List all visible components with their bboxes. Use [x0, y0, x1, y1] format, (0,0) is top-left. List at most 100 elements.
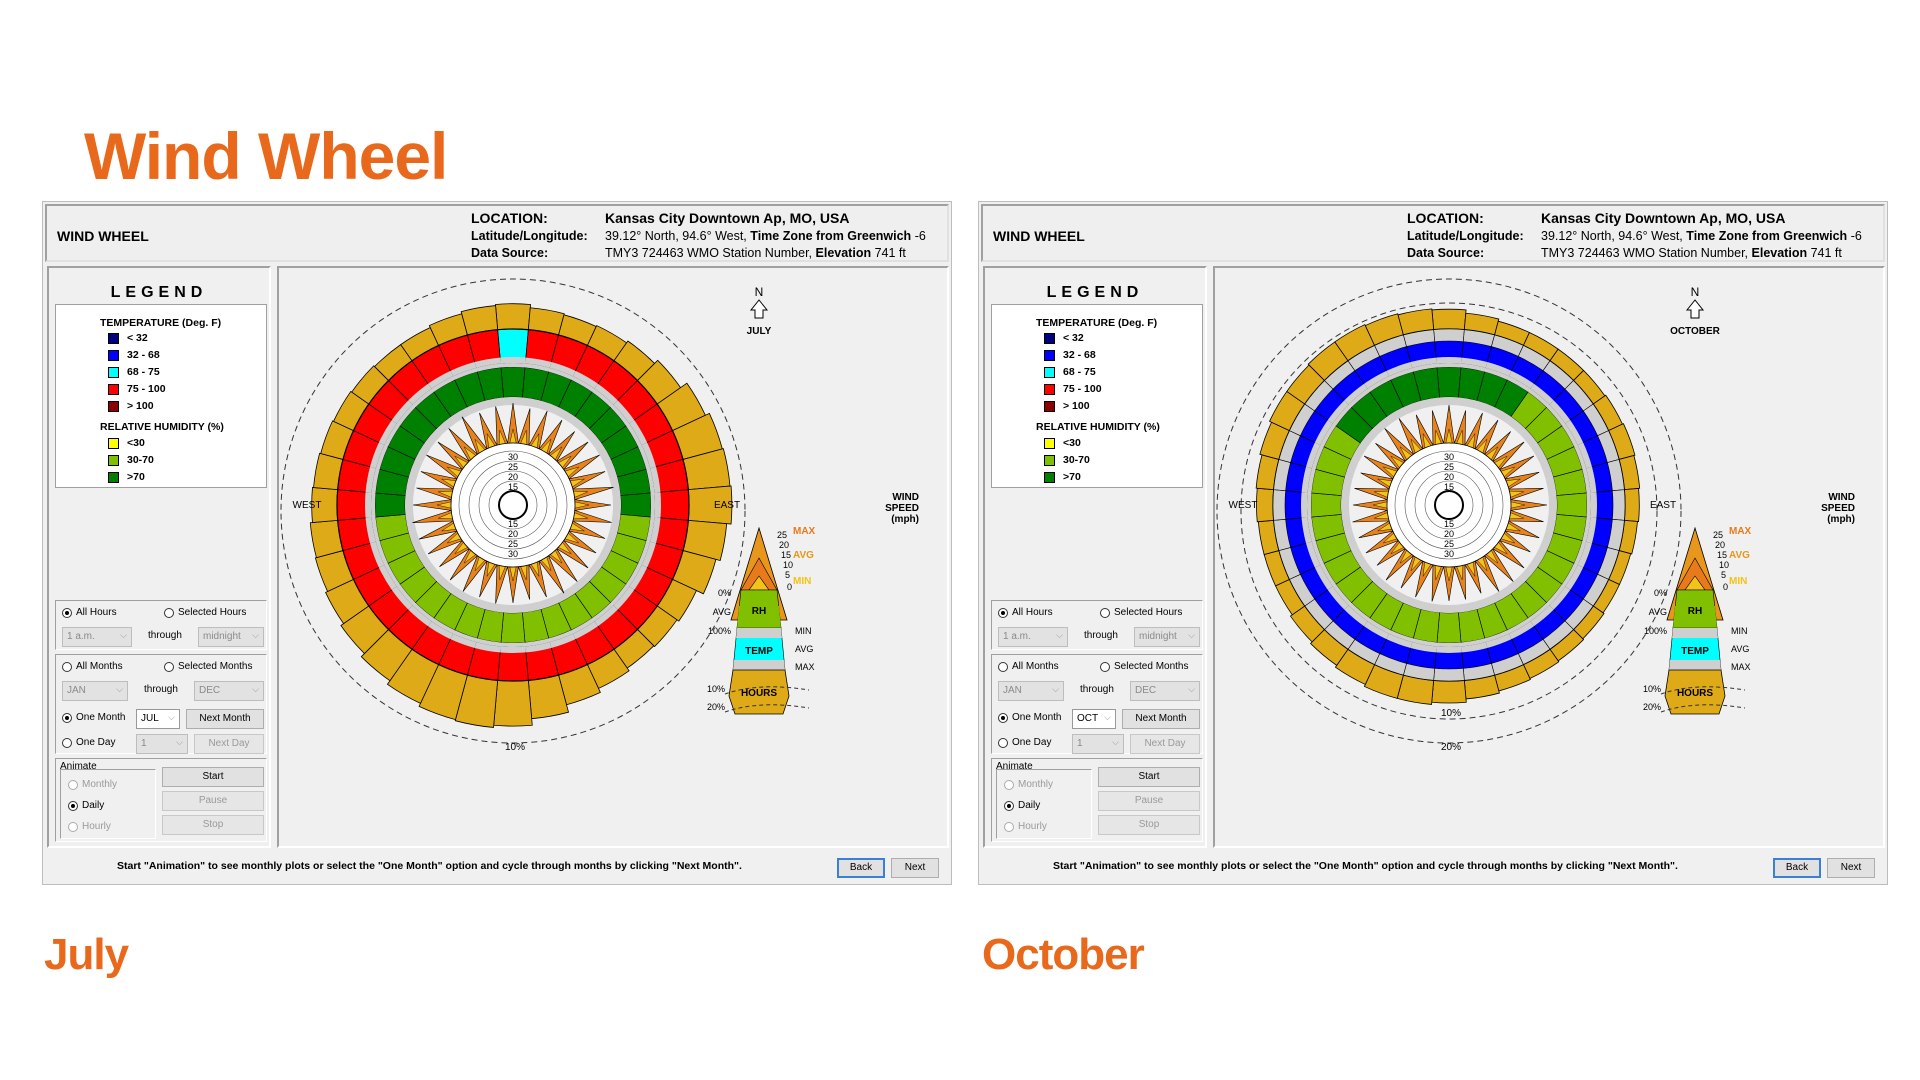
month-from-select[interactable]: JAN ⌵ [998, 681, 1064, 701]
daily-radio[interactable]: Daily [1004, 800, 1040, 811]
legend-temp-75-100: 75 - 100 [108, 383, 166, 395]
speed-key-min-label: MIN [1729, 576, 1747, 587]
humidity-grey-band [1539, 459, 1554, 480]
start-button[interactable]: Start [162, 767, 264, 787]
humidity-grey-band [538, 595, 559, 610]
temperature-grey-band [1410, 357, 1437, 368]
humidity-grey-band [1506, 575, 1526, 594]
stop-button[interactable]: Stop [1098, 815, 1200, 835]
hours-bar [1256, 487, 1275, 523]
radio-dot [1100, 661, 1110, 672]
humidity-grey-band [646, 517, 655, 542]
humidity-grey-band [1548, 495, 1557, 515]
humidity-grey-band [503, 604, 523, 613]
window-header: WIND WHEEL LOCATION: Kansas City Downtown… [45, 204, 949, 262]
one-month-select[interactable]: OCT ⌵ [1072, 709, 1116, 729]
pause-button[interactable]: Pause [1098, 791, 1200, 811]
hour-from-select[interactable]: 1 a.m. ⌵ [998, 627, 1068, 647]
humidity-grey-band [1403, 400, 1424, 415]
selected-months-radio[interactable]: Selected Months [1100, 661, 1189, 672]
swatch [1044, 332, 1055, 344]
selected-hours-radio[interactable]: Selected Hours [164, 607, 246, 618]
hour-from-select[interactable]: 1 a.m. ⌵ [62, 627, 132, 647]
next-button[interactable]: Next [1827, 858, 1875, 878]
speed-key-tick: 15 [781, 550, 791, 560]
swatch [108, 366, 119, 378]
temperature-grey-band [370, 541, 385, 568]
humidity-grey-band [570, 416, 590, 435]
hours-key [1664, 669, 1726, 715]
month-to-select[interactable]: DEC ⌵ [1130, 681, 1200, 701]
caption-july: July [44, 930, 129, 979]
humidity-grey-band [638, 444, 651, 470]
swatch [1044, 383, 1055, 395]
next-month-button[interactable]: Next Month [186, 709, 264, 729]
month-to-select[interactable]: DEC ⌵ [194, 681, 264, 701]
back-button[interactable]: Back [837, 858, 885, 878]
daily-radio[interactable]: Daily [68, 800, 104, 811]
one-month-value: OCT [1077, 713, 1099, 724]
next-button[interactable]: Next [891, 858, 939, 878]
one-day-radio[interactable]: One Day [998, 737, 1051, 748]
humidity-grey-band [612, 495, 621, 515]
one-month-select[interactable]: JUL ⌵ [136, 709, 180, 729]
hour-to-select[interactable]: midnight ⌵ [1134, 627, 1200, 647]
temperature-grey-band [1314, 420, 1333, 445]
temperature-grey-band [650, 517, 661, 544]
speed-key-tick: 25 [1713, 530, 1723, 540]
one-day-radio[interactable]: One Day [62, 737, 115, 748]
daily-label: Daily [82, 800, 105, 811]
latlon-value: 39.12° North, 94.6° West, [605, 229, 747, 243]
all-hours-radio[interactable]: All Hours [998, 607, 1053, 618]
humidity-grey-band [570, 575, 590, 594]
temperature-grey-band [1386, 633, 1413, 648]
legend-label: <30 [127, 437, 145, 449]
humidity-grey-band [1545, 477, 1557, 497]
temp-key-min: MIN [795, 626, 812, 636]
selected-hours-radio[interactable]: Selected Hours [1100, 607, 1182, 618]
one-month-radio[interactable]: One Month [62, 712, 125, 723]
temperature-grey-band [1327, 586, 1349, 610]
month-from-select[interactable]: JAN ⌵ [62, 681, 128, 701]
next-day-button[interactable]: Next Day [1130, 734, 1200, 754]
humidity-grey-band [476, 638, 501, 647]
temp-key-band [1669, 660, 1721, 670]
humidity-grey-band [384, 563, 400, 587]
start-button[interactable]: Start [1098, 767, 1200, 787]
humidity-grey-band [436, 416, 456, 435]
legend-temp-68-75: 68 - 75 [108, 366, 160, 378]
all-hours-radio[interactable]: All Hours [62, 607, 117, 618]
all-months-radio[interactable]: All Months [998, 661, 1059, 672]
next-day-button[interactable]: Next Day [194, 734, 264, 754]
temperature-grey-band [650, 466, 661, 493]
pause-button[interactable]: Pause [162, 791, 264, 811]
percent-label-10: 10% [1441, 708, 1461, 719]
hours-through-label: through [1084, 630, 1118, 641]
one-day-select[interactable]: 1 ⌵ [1072, 734, 1124, 754]
one-month-radio[interactable]: One Month [998, 712, 1061, 723]
month-from-value: JAN [1003, 685, 1022, 696]
monthly-radio[interactable]: Monthly [1004, 779, 1053, 790]
rh-key-100: 100% [708, 626, 731, 636]
hour-to-select[interactable]: midnight ⌵ [198, 627, 264, 647]
one-day-select[interactable]: 1 ⌵ [136, 734, 188, 754]
stop-button[interactable]: Stop [162, 815, 264, 835]
next-month-button[interactable]: Next Month [1122, 709, 1200, 729]
humidity-grey-band [408, 459, 423, 480]
temperature-grey-band [1549, 400, 1571, 424]
all-months-radio[interactable]: All Months [62, 661, 123, 672]
hourly-radio[interactable]: Hourly [68, 821, 111, 832]
hourly-radio[interactable]: Hourly [1004, 821, 1047, 832]
back-button[interactable]: Back [1773, 858, 1821, 878]
monthly-radio[interactable]: Monthly [68, 779, 117, 790]
month-label: JULY [747, 326, 772, 337]
legend-temp-32-68: 32 - 68 [108, 349, 160, 361]
temperature-grey-band [1549, 586, 1571, 610]
speed-ring [1394, 450, 1504, 560]
humidity-grey-band [1491, 586, 1511, 603]
humidity-grey-band [1360, 562, 1379, 582]
selected-months-radio[interactable]: Selected Months [164, 661, 253, 672]
caption-october: October [982, 930, 1145, 979]
hours-bar [1431, 679, 1467, 704]
humidity-grey-band [371, 492, 376, 518]
